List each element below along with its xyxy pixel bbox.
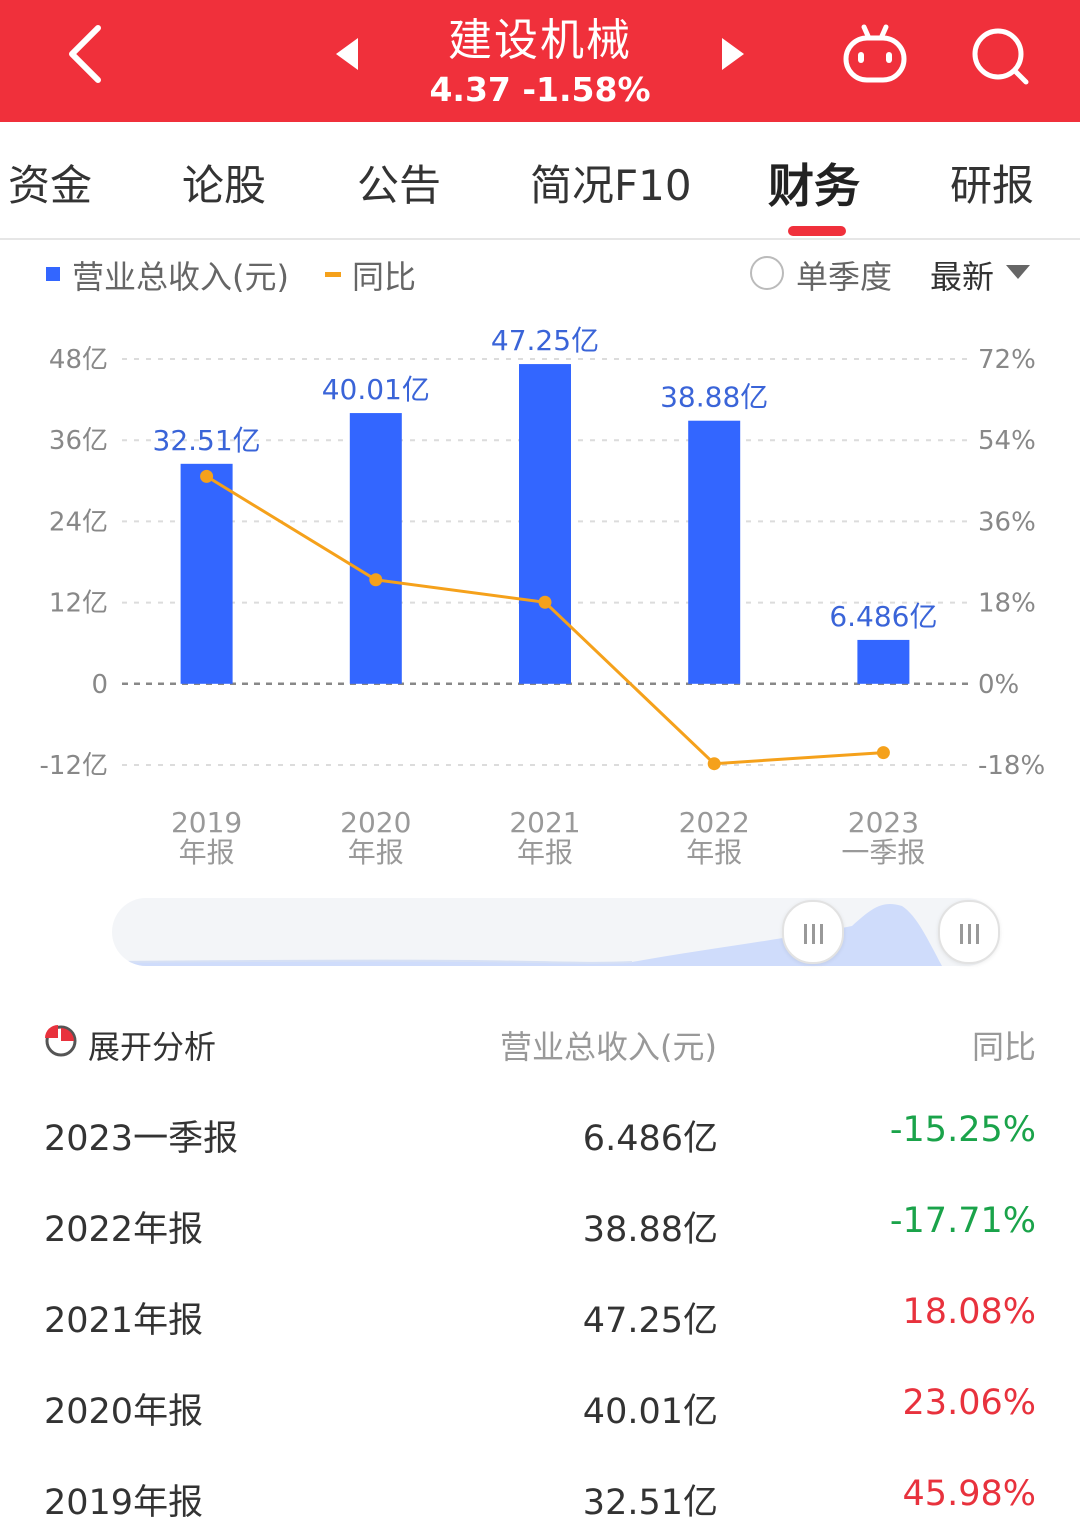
chart-legend: 营业总收入(元) 同比 单季度 最新 — [0, 250, 1080, 300]
y-right-tick-label: 0% — [978, 670, 1019, 700]
tab-bar: 资金 论股 公告 简况F10 财务 研报 — [0, 122, 1080, 240]
y-left-tick-label: 12亿 — [49, 589, 108, 619]
slider-preview-area — [112, 904, 942, 966]
legend-yoy[interactable]: 同比 — [352, 258, 417, 296]
row-yoy: -17.71% — [889, 1201, 1036, 1241]
y-left-tick-label: 0 — [91, 670, 108, 700]
row-revenue: 47.25亿 — [582, 1301, 718, 1341]
x-tick-label-year: 2021 — [509, 806, 580, 839]
row-yoy: 18.08% — [902, 1292, 1036, 1332]
row-period: 2020年报 — [44, 1392, 204, 1432]
stock-name: 建设机械 — [448, 15, 632, 66]
table-row[interactable]: 2022年报 38.88亿 -17.71% — [0, 1201, 1080, 1261]
y-left-tick-label: 24亿 — [49, 507, 108, 537]
yoy-point — [707, 757, 721, 771]
x-tick-label-period: 年报 — [686, 836, 742, 869]
stock-quote: 4.37 -1.58% — [429, 70, 651, 109]
y-left-tick-label: 36亿 — [49, 426, 108, 456]
tab-discussion[interactable]: 论股 — [182, 161, 267, 210]
row-period: 2021年报 — [44, 1301, 204, 1341]
active-tab-indicator — [788, 226, 846, 236]
bar-legend-swatch — [46, 267, 60, 281]
pie-analysis-icon[interactable] — [44, 1024, 78, 1058]
y-left-tick-label: 48亿 — [49, 345, 108, 375]
triangle-right-icon[interactable] — [716, 36, 748, 72]
y-left-tick-label: -12亿 — [40, 751, 108, 781]
bar-value-label: 6.486亿 — [829, 600, 937, 633]
app-header: 建设机械 4.37 -1.58% — [0, 0, 1080, 122]
chevron-left-icon[interactable] — [58, 22, 118, 86]
row-revenue: 38.88亿 — [582, 1210, 718, 1250]
x-tick-label-period: 年报 — [179, 836, 235, 869]
row-revenue: 6.486亿 — [582, 1119, 718, 1159]
revenue-bar — [857, 639, 910, 684]
robot-icon[interactable] — [838, 22, 912, 86]
x-tick-label-year: 2019 — [171, 806, 242, 839]
y-right-tick-label: -18% — [978, 751, 1045, 781]
tab-f10[interactable]: 简况F10 — [530, 161, 692, 210]
triangle-left-icon[interactable] — [332, 36, 364, 72]
x-tick-label-period: 年报 — [348, 836, 404, 869]
tab-capital[interactable]: 资金 — [8, 161, 93, 210]
row-yoy: -15.25% — [889, 1110, 1036, 1150]
revenue-bar — [519, 364, 571, 684]
single-quarter-label[interactable]: 单季度 — [796, 258, 893, 296]
slider-handle-right[interactable] — [938, 900, 1000, 964]
y-right-tick-label: 36% — [978, 507, 1036, 537]
yoy-point — [369, 573, 383, 587]
revenue-bar — [688, 420, 741, 684]
revenue-chart: 48亿 36亿 24亿 12亿 0 -12亿 72% 54% 36% 18% 0% -18% 32.51… — [40, 324, 1046, 869]
yoy-point — [200, 469, 214, 483]
bar-value-label: 47.25亿 — [491, 324, 599, 357]
row-revenue: 32.51亿 — [582, 1483, 718, 1523]
line-legend-swatch — [325, 272, 341, 277]
column-header-yoy: 同比 — [971, 1028, 1036, 1066]
x-tick-label-year: 2020 — [340, 806, 411, 839]
x-tick-label-year: 2023 — [848, 806, 919, 839]
tab-finance[interactable]: 财务 — [768, 159, 860, 213]
row-yoy: 23.06% — [902, 1383, 1036, 1423]
single-quarter-radio[interactable] — [750, 256, 784, 290]
column-header-revenue: 营业总收入(元) — [500, 1028, 717, 1066]
legend-revenue[interactable]: 营业总收入(元) — [72, 258, 289, 296]
x-tick-label-period: 年报 — [517, 836, 573, 869]
x-tick-label-year: 2022 — [679, 806, 750, 839]
y-right-tick-label: 18% — [978, 589, 1036, 619]
slider-handle-left[interactable] — [782, 900, 844, 964]
y-right-tick-label: 72% — [978, 345, 1036, 375]
row-yoy: 45.98% — [902, 1474, 1036, 1514]
table-row[interactable]: 2019年报 32.51亿 45.98% — [0, 1474, 1080, 1525]
bar-value-label: 40.01亿 — [322, 373, 430, 406]
table-row[interactable]: 2020年报 40.01亿 23.06% — [0, 1383, 1080, 1443]
row-period: 2022年报 — [44, 1210, 204, 1250]
y-right-tick-label: 54% — [978, 426, 1036, 456]
caret-down-icon[interactable] — [1005, 264, 1031, 280]
bar-value-label: 38.88亿 — [660, 381, 768, 414]
table-row[interactable]: 2023一季报 6.486亿 -15.25% — [0, 1110, 1080, 1170]
row-period: 2019年报 — [44, 1483, 204, 1523]
period-select[interactable]: 最新 — [930, 258, 995, 296]
expand-analysis-button[interactable]: 展开分析 — [88, 1028, 217, 1066]
grip-icon — [804, 924, 823, 944]
table-row[interactable]: 2021年报 47.25亿 18.08% — [0, 1292, 1080, 1352]
yoy-point — [538, 595, 552, 609]
grip-icon — [960, 924, 979, 944]
tab-announcements[interactable]: 公告 — [357, 161, 442, 210]
range-slider-track[interactable] — [112, 898, 1000, 966]
revenue-bar — [180, 463, 233, 684]
yoy-point — [876, 746, 890, 760]
search-icon[interactable] — [968, 24, 1032, 88]
row-period: 2023一季报 — [44, 1119, 239, 1159]
revenue-bar — [349, 413, 402, 684]
row-revenue: 40.01亿 — [582, 1392, 718, 1432]
tab-research[interactable]: 研报 — [950, 161, 1035, 210]
bar-value-label: 32.51亿 — [153, 424, 261, 457]
x-tick-label-period: 一季报 — [841, 836, 925, 869]
